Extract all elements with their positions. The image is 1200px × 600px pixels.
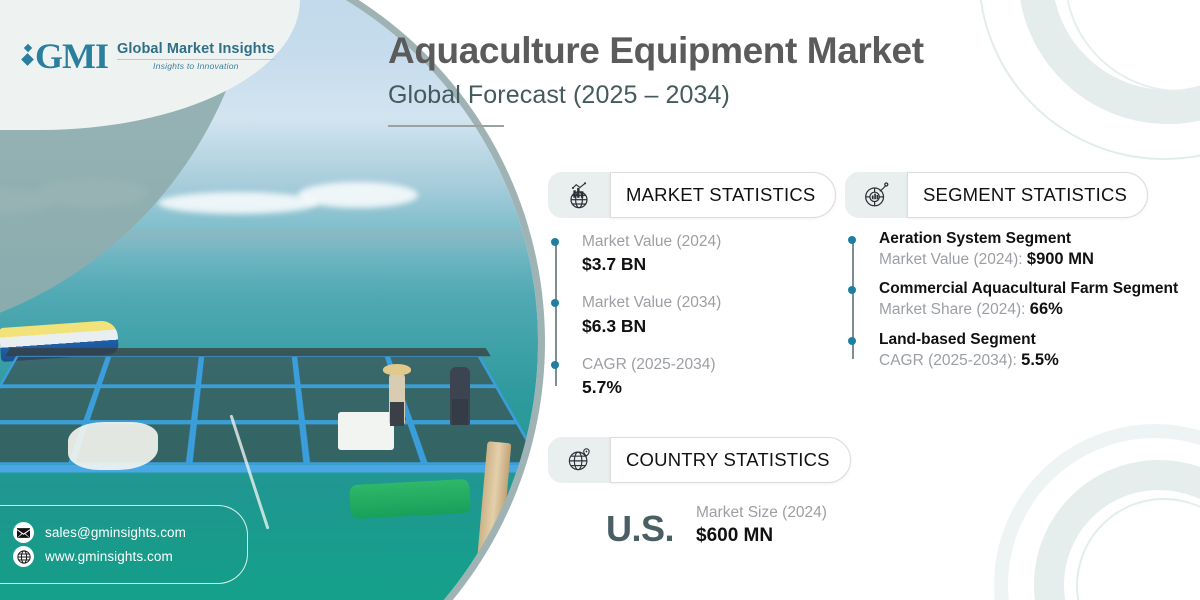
decor-arc-top-right — [1018, 0, 1200, 124]
horizon-hills — [0, 230, 538, 256]
bullet-dot — [551, 299, 559, 308]
logo-initials: GMI — [35, 36, 109, 76]
bullet-dot — [848, 336, 856, 345]
pie-chart-pointer-icon — [845, 172, 907, 218]
country-statistics-panel: COUNTRY STATISTICS U.S. Market Size (202… — [548, 437, 851, 547]
bullet-dot — [848, 286, 856, 295]
logo-divider — [117, 59, 275, 60]
metric-value: 5.7% — [582, 377, 622, 398]
list-item: Aeration System Segment Market Value (20… — [848, 230, 1178, 270]
worker-with-hat — [383, 364, 411, 426]
country-metric-value: $600 MN — [696, 525, 774, 547]
bullet-dot — [551, 360, 559, 369]
bullet-dot — [848, 236, 856, 244]
white-crate — [338, 412, 394, 450]
metric-label: Market Value (2024) — [582, 233, 722, 250]
title-underline — [388, 125, 504, 128]
title-block: Aquaculture Equipment Market Global Fore… — [388, 30, 924, 128]
envelope-icon — [13, 522, 34, 543]
globe-www-icon — [13, 546, 34, 567]
segment-metric: CAGR (2025-2034): 5.5% — [879, 350, 1178, 371]
segment-statistics-heading: SEGMENT STATISTICS — [923, 184, 1128, 205]
decor-arc-top-right-outer — [978, 0, 1200, 160]
segment-title: Land-based Segment — [879, 330, 1036, 348]
segment-metric: Market Share (2024): 66% — [879, 299, 1178, 320]
metric-label: CAGR (2025-2034) — [582, 355, 716, 373]
email-row[interactable]: sales@gminsights.com — [13, 522, 231, 543]
metric-value: $3.7 BN — [582, 254, 647, 275]
cloud — [158, 192, 318, 214]
segment-metric-label: Market Value (2024): — [879, 250, 1027, 268]
timeline-line — [555, 240, 557, 387]
list-item: Land-based Segment CAGR (2025-2034): 5.5… — [848, 330, 1178, 371]
timeline-line — [852, 238, 854, 360]
market-statistics-header: MARKET STATISTICS — [548, 172, 837, 218]
logo-company-name: Global Market Insights — [117, 41, 275, 57]
country-statistics-header: COUNTRY STATISTICS — [548, 437, 851, 483]
country-code: U.S. — [606, 508, 675, 550]
email-address: sales@gminsights.com — [45, 525, 187, 540]
cloud — [38, 178, 148, 208]
list-item: Market Value (2024) $3.7 BN — [551, 232, 836, 275]
country-statistics-pill: COUNTRY STATISTICS — [610, 437, 851, 483]
segment-metric-value: $900 MN — [1026, 249, 1094, 268]
segment-metric-value: 66% — [1029, 300, 1063, 319]
segment-statistics-pill: SEGMENT STATISTICS — [907, 172, 1149, 218]
contact-panel: sales@gminsights.com www.gminsights.com — [0, 505, 248, 584]
market-statistics-list: Market Value (2024) $3.7 BN Market Value… — [548, 232, 836, 398]
segment-metric-label: Market Share (2024): — [879, 301, 1030, 319]
segment-title: Commercial Aquacultural Farm Segment — [879, 280, 1179, 298]
market-statistics-heading: MARKET STATISTICS — [626, 184, 816, 205]
decor-arc-bottom-right-inner — [1076, 498, 1200, 600]
country-metric-label: Market Size (2024) — [696, 504, 827, 521]
decor-arc-bottom-right — [1034, 460, 1200, 600]
logo-tagline: Insights to Innovation — [153, 61, 239, 71]
list-item: Commercial Aquacultural Farm Segment Mar… — [848, 280, 1179, 320]
bullet-dot — [551, 238, 559, 246]
country-statistics-heading: COUNTRY STATISTICS — [626, 449, 830, 470]
cloud — [298, 182, 418, 208]
segment-statistics-list: Aeration System Segment Market Value (20… — [845, 230, 1178, 371]
gmi-logo-mark: GMI — [21, 36, 109, 76]
list-item: Market Value (2034) $6.3 BN — [551, 293, 836, 336]
market-statistics-panel: MARKET STATISTICS Market Value (2024) $3… — [548, 172, 837, 398]
diamond-accent-icon — [21, 42, 34, 70]
website-url: www.gminsights.com — [45, 549, 173, 564]
globe-bar-chart-icon — [548, 172, 610, 218]
worker-in-jacket — [450, 367, 470, 425]
globe-pin-icon — [548, 437, 610, 483]
segment-statistics-panel: SEGMENT STATISTICS Aeration System Segme… — [845, 172, 1178, 371]
market-statistics-pill: MARKET STATISTICS — [610, 172, 837, 218]
country-statistics-row: U.S. Market Size (2024) $600 MN — [548, 503, 851, 547]
segment-metric: Market Value (2024): $900 MN — [879, 249, 1178, 270]
segment-metric-value: 5.5% — [1021, 350, 1059, 369]
green-raft — [349, 478, 471, 520]
segment-metric-label: CAGR (2025-2034): — [879, 351, 1022, 369]
metric-value: $6.3 BN — [582, 315, 647, 336]
page-title: Aquaculture Equipment Market — [388, 30, 924, 71]
metric-label: Market Value (2034) — [582, 294, 722, 312]
segment-statistics-header: SEGMENT STATISTICS — [845, 172, 1149, 218]
website-row[interactable]: www.gminsights.com — [13, 546, 231, 567]
list-item: CAGR (2025-2034) 5.7% — [551, 355, 836, 398]
net-pile — [68, 422, 158, 470]
decor-arc-top-right-inner — [1064, 0, 1200, 92]
gmi-logo[interactable]: GMI Global Market Insights Insights to I… — [21, 36, 275, 76]
page-subtitle: Global Forecast (2025 – 2034) — [388, 81, 730, 110]
country-metric: Market Size (2024) $600 MN — [696, 503, 827, 547]
logo-wordmark: Global Market Insights Insights to Innov… — [117, 41, 275, 71]
decor-arc-bottom-right-outer — [994, 424, 1200, 600]
segment-title: Aeration System Segment — [879, 230, 1072, 247]
